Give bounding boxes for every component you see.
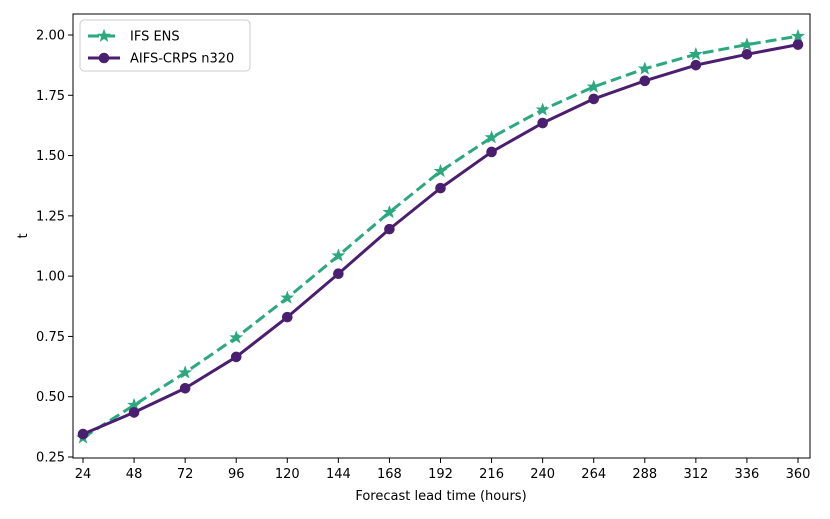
series-1-point [791, 28, 805, 43]
y-tick-label: 1.25 [36, 209, 65, 224]
x-tick-label: 48 [126, 467, 143, 482]
x-tick-label: 312 [683, 467, 708, 482]
x-tick-label: 24 [75, 467, 92, 482]
legend-marker-1 [97, 28, 111, 42]
series-1-point [637, 61, 652, 75]
series-2-point [435, 182, 446, 194]
x-tick-label: 240 [530, 467, 555, 482]
x-tick-label: 168 [377, 467, 402, 482]
legend-box [79, 19, 251, 72]
y-tick-label: 2.00 [36, 29, 65, 44]
y-tick-label: 1.50 [36, 149, 65, 164]
x-axis-label: Forecast lead time (hours) [355, 489, 526, 504]
series-1-point [535, 102, 550, 116]
series-1-point [688, 46, 703, 61]
series-1-point [586, 79, 601, 93]
series-2-line [82, 43, 799, 436]
x-tick-label: 96 [228, 467, 245, 482]
ticks-layer: 24 48 72 96 120 144 168 192 216 240 264 288 312 336 36… [36, 29, 810, 483]
series-2-point [281, 311, 293, 323]
x-tick-label: 336 [735, 467, 760, 482]
series-1-point [433, 163, 448, 178]
y-axis-label: t [16, 233, 31, 238]
x-tick-label: 144 [326, 467, 351, 482]
y-tick-label: 1.00 [36, 270, 65, 285]
legend-marker-2 [98, 52, 110, 64]
series-1-point [280, 290, 295, 304]
series-1-point [331, 248, 346, 262]
series-layer [76, 28, 805, 444]
series-1-point [178, 365, 193, 379]
x-tick-label: 120 [275, 467, 300, 482]
series-2-point [792, 39, 804, 50]
series-2-point [588, 93, 600, 105]
series-1-point [229, 330, 244, 344]
y-tick-label: 0.50 [36, 390, 65, 405]
legend-label-1: IFS ENS [130, 30, 180, 45]
series-2-point [333, 268, 344, 280]
x-tick-label: 216 [479, 467, 504, 482]
y-tick-label: 0.75 [36, 330, 65, 345]
series-1-point [382, 204, 397, 219]
x-tick-label: 72 [177, 467, 194, 482]
series-2-point [741, 48, 753, 60]
legend: IFS ENS AIFS-CRPS n320 [79, 19, 251, 72]
series-2 [77, 39, 804, 440]
y-tick-label: 1.75 [36, 89, 65, 104]
plot-frame [72, 13, 811, 459]
series-2-point [128, 407, 140, 418]
series-1-point [739, 37, 754, 51]
series-2-point [230, 351, 242, 363]
series-1-point [484, 130, 499, 144]
x-tick-label: 192 [428, 467, 453, 482]
series-2-point [384, 223, 395, 235]
series-2-point [639, 75, 651, 87]
x-tick-label: 264 [581, 467, 606, 482]
series-2-point [77, 428, 89, 440]
x-tick-label: 360 [786, 467, 811, 482]
y-tick-label: 0.25 [36, 451, 65, 466]
series-1-line [82, 34, 799, 439]
series-2-point [486, 146, 497, 158]
series-2-point [179, 382, 191, 394]
legend-label-2: AIFS-CRPS n320 [130, 52, 234, 67]
series-2-point [537, 117, 548, 129]
series-1 [76, 28, 805, 444]
series-2-point [690, 59, 702, 71]
x-tick-label: 288 [632, 467, 657, 482]
